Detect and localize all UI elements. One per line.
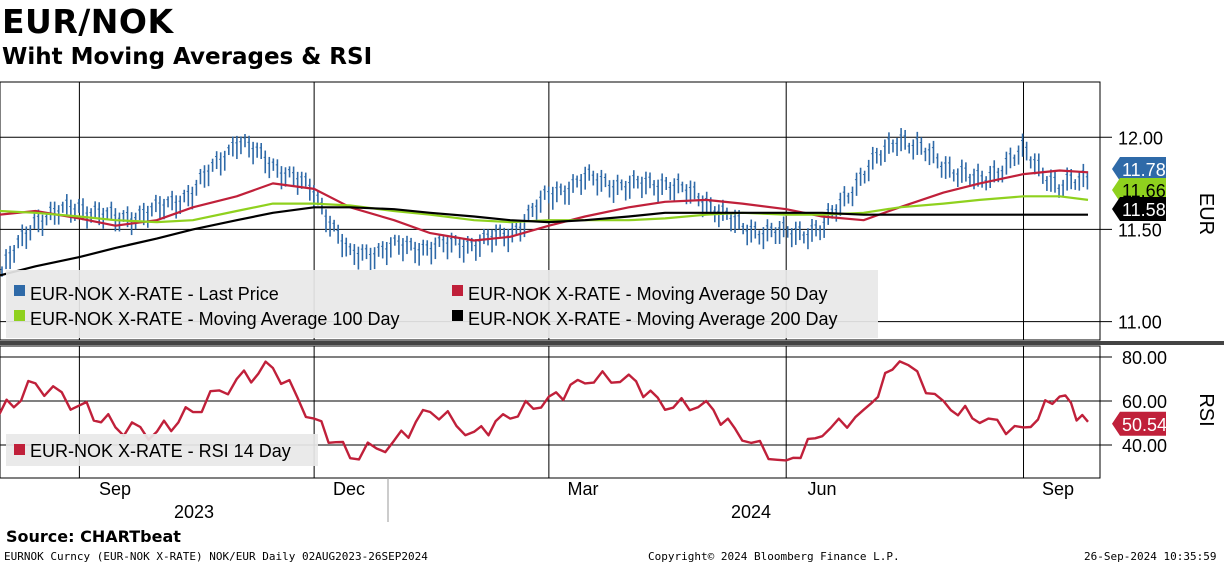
rsi-series-line bbox=[0, 360, 1089, 462]
last-value-badge: 11.66 bbox=[1112, 178, 1166, 202]
moving-average-line bbox=[0, 195, 1089, 224]
price-plot-frame bbox=[0, 81, 1101, 341]
rsi-y-tick-labels: 40.00 60.00 80.00 RSI bbox=[1122, 348, 1217, 456]
rsi-legend-background bbox=[6, 434, 318, 466]
rsi-panel: 40.00 60.00 80.00 RSI 50.54 EUR-NOK X-RATE … bbox=[0, 341, 1224, 479]
rsi-last-value-badge: 50.54 bbox=[1112, 411, 1167, 436]
chart-subtitle: Wiht Moving Averages & RSI bbox=[2, 44, 373, 70]
legend-label: EUR-NOK X-RATE - Moving Average 200 Day bbox=[468, 309, 837, 329]
rsi-last-value-badge: 50.54 bbox=[1112, 411, 1167, 436]
last-value-badge-shape bbox=[1112, 178, 1166, 202]
x-tick-label: Sep bbox=[1042, 479, 1074, 499]
source-note: Source: CHARTbeat bbox=[6, 527, 181, 546]
rsi-y-axis-label: RSI bbox=[1195, 393, 1217, 426]
rsi-legend-label: EUR-NOK X-RATE - RSI 14 Day bbox=[30, 441, 291, 461]
rsi-y-tick-label: 40.00 bbox=[1122, 436, 1167, 456]
legend-label: EUR-NOK X-RATE - Moving Average 100 Day bbox=[30, 309, 399, 329]
price-legend: EUR-NOK X-RATE - Last Price EUR-NOK X-RAT… bbox=[6, 270, 878, 338]
price-y-axis-label: EUR bbox=[1195, 193, 1217, 235]
x-tick-label: Mar bbox=[568, 479, 599, 499]
last-value-badge-label: 11.66 bbox=[1122, 181, 1166, 201]
legend-swatch bbox=[452, 285, 463, 296]
x-year-label: 2024 bbox=[731, 502, 771, 522]
last-value-badge: 11.58 bbox=[1112, 197, 1166, 221]
rsi-y-tick-label: 80.00 bbox=[1122, 348, 1167, 368]
legend-background bbox=[6, 270, 878, 338]
timestamp: 26-Sep-2024 10:35:59 bbox=[1084, 550, 1217, 563]
rsi-plot-frame bbox=[0, 345, 1101, 479]
x-tick-label: Jun bbox=[807, 479, 836, 499]
x-tick-label: Dec bbox=[333, 479, 365, 499]
last-value-badge-shape bbox=[1112, 157, 1166, 181]
x-axis: Sep Dec Mar Jun Sep 2023 2024 bbox=[99, 478, 1074, 522]
copyright-note: Copyright© 2024 Bloomberg Finance L.P. bbox=[648, 550, 900, 563]
x-tick-label: Sep bbox=[99, 479, 131, 499]
x-year-label: 2023 bbox=[174, 502, 214, 522]
price-y-tick-labels: 11.00 11.50 12.00 EUR bbox=[1118, 128, 1217, 332]
last-value-badge-label: 11.78 bbox=[1122, 160, 1166, 180]
price-y-tick-label: 11.50 bbox=[1118, 220, 1162, 240]
moving-average-line bbox=[0, 169, 1089, 242]
rsi-line bbox=[0, 360, 1089, 462]
last-value-badge: 11.78 bbox=[1112, 157, 1166, 181]
last-value-badge-shape bbox=[1112, 197, 1166, 221]
rsi-last-value-badge-shape bbox=[1112, 411, 1166, 436]
price-y-tick-label: 11.00 bbox=[1118, 313, 1162, 333]
legend-label: EUR-NOK X-RATE - Last Price bbox=[30, 284, 279, 304]
rsi-legend-swatch bbox=[14, 444, 25, 455]
panel-separator bbox=[0, 341, 1224, 345]
legend-swatch bbox=[452, 310, 463, 321]
rsi-y-tick-label: 60.00 bbox=[1122, 392, 1167, 412]
security-description: EURNOK Curncy (EUR-NOK X-RATE) NOK/EUR D… bbox=[4, 550, 428, 563]
legend-swatch bbox=[14, 310, 25, 321]
chart-title: EUR/NOK bbox=[2, 2, 174, 41]
last-value-badge-label: 11.58 bbox=[1122, 200, 1166, 220]
rsi-last-value-badge-label: 50.54 bbox=[1122, 415, 1167, 435]
moving-average-line bbox=[0, 206, 1088, 277]
rsi-legend: EUR-NOK X-RATE - RSI 14 Day bbox=[6, 434, 318, 466]
price-bars bbox=[0, 128, 1089, 277]
legend-label: EUR-NOK X-RATE - Moving Average 50 Day bbox=[468, 284, 827, 304]
legend-swatch bbox=[14, 285, 25, 296]
price-y-tick-label: 12.00 bbox=[1118, 128, 1163, 148]
moving-average-lines bbox=[0, 169, 1089, 277]
